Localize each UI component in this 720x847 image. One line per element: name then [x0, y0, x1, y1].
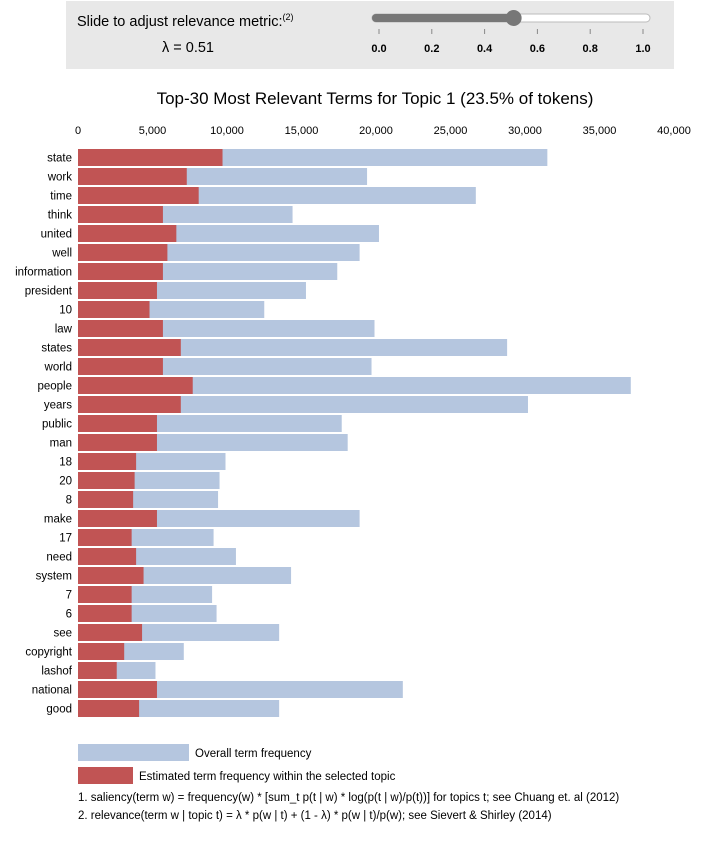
term-label[interactable]: time: [50, 191, 72, 203]
topic-frequency-bar[interactable]: [78, 396, 181, 413]
x-tick-label: 30,000: [508, 125, 542, 137]
term-labels: state work time think united well information p…: [15, 153, 73, 716]
x-tick-label: 40,000: [657, 125, 691, 137]
legend-label: Overall term frequency: [195, 748, 312, 760]
topic-frequency-bar[interactable]: [78, 453, 137, 470]
topic-frequency-bar[interactable]: [78, 415, 157, 432]
topic-frequency-bar[interactable]: [78, 662, 117, 679]
topic-frequency-bar[interactable]: [78, 263, 163, 280]
lambda-value: λ = 0.51: [162, 40, 214, 56]
footnote-ref: (2): [282, 12, 294, 22]
topic-frequency-bar[interactable]: [78, 700, 140, 717]
x-tick-label: 10,000: [210, 125, 244, 137]
term-label[interactable]: see: [53, 628, 72, 640]
term-label[interactable]: states: [41, 343, 72, 355]
x-tick-label: 25,000: [434, 125, 468, 137]
topic-frequency-bar[interactable]: [78, 586, 132, 603]
term-label[interactable]: lashof: [41, 666, 72, 678]
term-label[interactable]: president: [25, 286, 73, 298]
term-label[interactable]: 10: [59, 305, 72, 317]
legend-swatch: [78, 744, 189, 761]
term-label[interactable]: make: [44, 514, 72, 526]
slider-tick-label: 1.0: [635, 43, 650, 55]
topic-frequency-bar[interactable]: [78, 377, 193, 394]
lambda-label: Slide to adjust relevance metric:(2): [77, 12, 294, 30]
term-label[interactable]: public: [42, 419, 72, 431]
overall-frequency-bar[interactable]: [78, 339, 508, 356]
term-label[interactable]: 20: [59, 476, 72, 488]
lambda-control-panel: Slide to adjust relevance metric:(2) λ =…: [66, 1, 674, 69]
term-label[interactable]: copyright: [25, 647, 72, 659]
slider-tick-label: 0.2: [424, 43, 439, 55]
overall-frequency-bar[interactable]: [78, 377, 631, 394]
x-tick-label: 5,000: [139, 125, 167, 137]
topic-frequency-bar[interactable]: [78, 301, 150, 318]
legend-label: Estimated term frequency within the sele…: [139, 771, 396, 783]
topic-frequency-bar[interactable]: [78, 529, 132, 546]
topic-frequency-bar[interactable]: [78, 605, 132, 622]
term-label[interactable]: 17: [59, 533, 72, 545]
topic-frequency-bar[interactable]: [78, 358, 163, 375]
term-label[interactable]: good: [46, 704, 72, 716]
term-label[interactable]: information: [15, 267, 72, 279]
topic-frequency-bar[interactable]: [78, 624, 143, 641]
term-label[interactable]: united: [41, 229, 72, 241]
legend: Overall term frequency Estimated term fre…: [78, 744, 396, 784]
slider-tick-label: 0.0: [371, 43, 386, 55]
footnote-saliency: 1. saliency(term w) = frequency(w) * [su…: [78, 792, 620, 804]
topic-frequency-bar[interactable]: [78, 339, 181, 356]
term-label[interactable]: need: [46, 552, 72, 564]
term-label[interactable]: national: [32, 685, 72, 697]
term-label[interactable]: man: [50, 438, 72, 450]
topic-frequency-bar[interactable]: [78, 244, 168, 261]
topic-frequency-bar[interactable]: [78, 206, 163, 223]
term-label[interactable]: 8: [66, 495, 72, 507]
topic-frequency-bar[interactable]: [78, 320, 163, 337]
x-axis-ticks: 0 5,000 10,000 15,000 20,000 25,000 30,000 35,0…: [75, 125, 691, 137]
x-tick-label: 20,000: [359, 125, 393, 137]
topic-frequency-bar[interactable]: [78, 282, 157, 299]
x-tick-label: 15,000: [285, 125, 319, 137]
term-label[interactable]: years: [44, 400, 72, 412]
bars: [78, 149, 631, 717]
topic-frequency-bar[interactable]: [78, 510, 157, 527]
term-label[interactable]: people: [37, 381, 72, 393]
overall-frequency-bar[interactable]: [78, 396, 528, 413]
term-label[interactable]: 6: [66, 609, 72, 621]
slider-tick-label: 0.8: [583, 43, 598, 55]
footnote-relevance: 2. relevance(term w | topic t) = λ * p(w…: [78, 810, 552, 822]
term-label[interactable]: world: [44, 362, 72, 374]
slider-tick-label: 0.4: [477, 43, 493, 55]
topic-frequency-bar[interactable]: [78, 149, 223, 166]
term-label[interactable]: work: [47, 172, 73, 184]
x-tick-label: 0: [75, 125, 81, 137]
topic-frequency-bar[interactable]: [78, 472, 135, 489]
term-label[interactable]: state: [47, 153, 72, 165]
slider-tick-label: 0.6: [530, 43, 545, 55]
topic-frequency-bar[interactable]: [78, 491, 134, 508]
topic-frequency-bar[interactable]: [78, 548, 137, 565]
x-tick-label: 35,000: [583, 125, 617, 137]
term-label[interactable]: law: [55, 324, 73, 336]
term-label[interactable]: system: [36, 571, 72, 583]
topic-frequency-bar[interactable]: [78, 168, 187, 185]
topic-frequency-bar[interactable]: [78, 187, 199, 204]
term-label[interactable]: think: [48, 210, 73, 222]
overall-frequency-bar[interactable]: [78, 681, 403, 698]
slider-fill: [372, 14, 514, 22]
topic-frequency-bar[interactable]: [78, 567, 144, 584]
slider-handle[interactable]: [505, 10, 522, 26]
topic-frequency-bar[interactable]: [78, 643, 125, 660]
term-label[interactable]: well: [51, 248, 72, 260]
legend-swatch: [78, 767, 133, 784]
topic-frequency-bar[interactable]: [78, 681, 157, 698]
topic-frequency-bar[interactable]: [78, 225, 177, 242]
lambda-slider[interactable]: 0.0 0.2 0.4 0.6 0.8 1.0: [371, 10, 651, 55]
topic-frequency-bar[interactable]: [78, 434, 157, 451]
term-label[interactable]: 18: [59, 457, 72, 469]
chart-title: Top-30 Most Relevant Terms for Topic 1 (…: [157, 89, 594, 108]
term-label[interactable]: 7: [66, 590, 72, 602]
